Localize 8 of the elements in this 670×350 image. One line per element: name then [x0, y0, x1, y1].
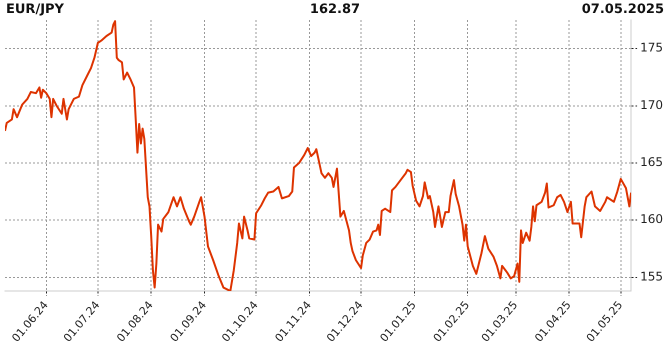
- y-tick-label: 175: [640, 40, 663, 55]
- y-tick-label: 170: [640, 98, 663, 112]
- y-tick-label: 155: [640, 269, 663, 284]
- text: 07.05.2025: [582, 2, 664, 17]
- chart-title: EUR/JPY: [6, 2, 64, 17]
- y-tick-label: 160: [640, 212, 663, 226]
- y-tick-label: 165: [640, 155, 663, 170]
- text: 162.87: [310, 2, 360, 17]
